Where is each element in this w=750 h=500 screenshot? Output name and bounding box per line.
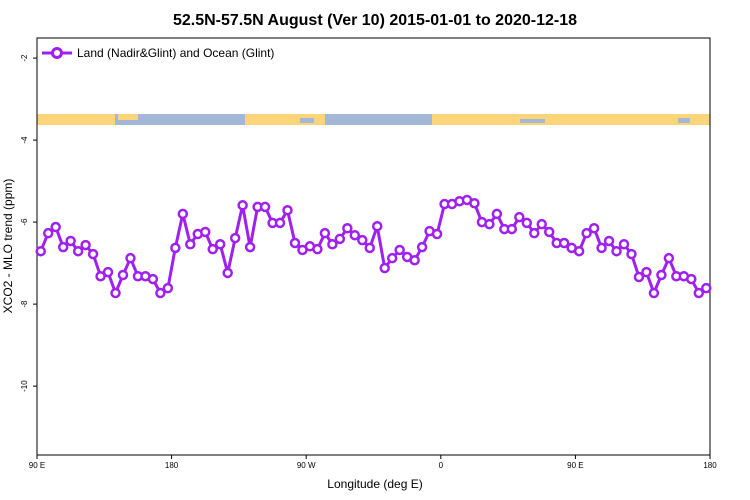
data-point (237, 200, 248, 211)
data-point (633, 271, 645, 283)
data-point (312, 243, 323, 255)
data-point (529, 227, 540, 239)
data-point (469, 197, 480, 209)
data-point (200, 226, 211, 238)
y-tick-label: -10 (20, 380, 29, 392)
data-point (155, 287, 166, 299)
data-point (626, 248, 637, 260)
data-point (386, 252, 398, 264)
data-point (334, 233, 346, 245)
data-point (342, 223, 353, 234)
data-point (95, 270, 106, 282)
data-point (431, 228, 443, 240)
data-point (57, 241, 69, 253)
data-point (416, 241, 428, 253)
data-point (558, 237, 570, 249)
data-point (357, 234, 368, 246)
data-point (274, 217, 286, 229)
x-tick-label: 0 (439, 461, 444, 470)
data-point (87, 248, 99, 260)
x-tick-label: 90 E (567, 461, 583, 470)
data-point (394, 244, 405, 256)
data-point (327, 238, 338, 250)
data-point (72, 245, 84, 257)
data-point (50, 221, 61, 233)
data-point (521, 217, 533, 229)
data-point (543, 226, 555, 238)
data-point (207, 243, 218, 255)
legend-label: Land (Nadir&Glint) and Ocean (Glint) (77, 46, 274, 60)
data-point (259, 201, 271, 213)
data-point (319, 227, 331, 239)
x-tick-label: 180 (703, 461, 717, 470)
data-point (110, 287, 121, 299)
data-point (536, 218, 547, 230)
data-point (289, 237, 301, 249)
x-tick-label: 180 (165, 461, 179, 470)
data-point (656, 269, 667, 281)
data-point (603, 235, 615, 247)
data-point (170, 242, 181, 254)
data-point (371, 220, 383, 232)
y-tick-label: -4 (20, 136, 29, 144)
data-point (117, 269, 129, 281)
data-point (581, 227, 592, 239)
data-point (222, 267, 233, 279)
data-point (65, 235, 76, 247)
x-tick-label: 90 W (297, 461, 316, 470)
x-axis-label: Longitude (deg E) (327, 477, 422, 491)
data-point (693, 287, 705, 299)
data-point (701, 282, 712, 294)
data-point (484, 218, 495, 230)
data-point (185, 238, 196, 250)
data-point (364, 242, 376, 254)
data-point (125, 252, 136, 264)
x-tick-label: 90 E (29, 461, 45, 470)
data-point (147, 273, 159, 285)
data-point (229, 232, 241, 244)
data-point (663, 252, 675, 264)
data-point (588, 223, 600, 234)
data-point (80, 239, 91, 251)
map-strip (37, 114, 710, 125)
data-point (177, 208, 189, 220)
y-tick-label: -8 (20, 300, 29, 308)
data-point (514, 211, 525, 223)
data-point (35, 245, 46, 257)
data-point (379, 262, 390, 274)
data-point (611, 245, 622, 257)
data-point (596, 242, 607, 254)
y-axis-label: XCO2 - MLO trend (ppm) (1, 179, 15, 314)
data-point (573, 245, 585, 257)
data-point (102, 266, 114, 278)
data-point (506, 223, 518, 235)
data-point (214, 238, 226, 250)
data-point (162, 282, 174, 294)
data-point (618, 238, 630, 250)
legend-marker (51, 47, 63, 59)
plot-frame (36, 37, 711, 456)
legend: Land (Nadir&Glint) and Ocean (Glint) (42, 46, 274, 60)
data-point (244, 241, 256, 253)
data-point (491, 208, 503, 220)
y-tick-label: -2 (20, 54, 29, 62)
data-point (641, 266, 652, 278)
chart-title: 52.5N-57.5N August (Ver 10) 2015-01-01 t… (173, 12, 577, 29)
data-point (409, 254, 420, 266)
data-point (282, 204, 293, 216)
data-point (686, 273, 697, 285)
data-point (648, 287, 660, 299)
y-tick-label: -6 (20, 218, 29, 226)
data-point (42, 227, 54, 239)
data-point (349, 229, 361, 241)
